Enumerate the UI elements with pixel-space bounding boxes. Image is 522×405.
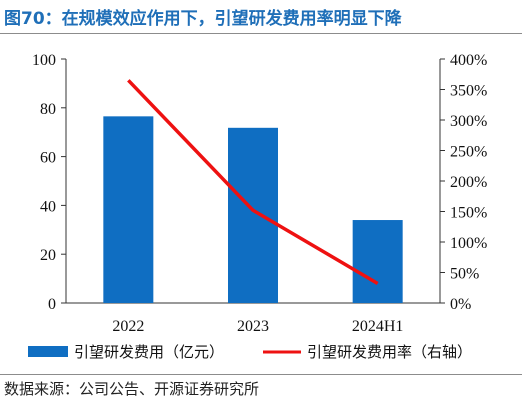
legend-label-bar: 引望研发费用（亿元） — [74, 343, 224, 361]
legend-label-line: 引望研发费用率（右轴） — [307, 343, 472, 361]
y-left-tick-label: 20 — [40, 247, 56, 264]
y-right-tick-label: 150% — [450, 205, 487, 222]
y-left-tick-label: 0 — [48, 296, 56, 313]
figure-title: 图70：在规模效应作用下，引望研发费用率明显下降 — [4, 9, 402, 29]
y-right-tick-label: 250% — [450, 144, 487, 161]
bar — [228, 127, 278, 303]
y-left-tick-label: 100 — [32, 52, 56, 69]
y-left-tick-label: 60 — [40, 150, 56, 167]
rate-line — [127, 79, 379, 285]
y-right-tick-label: 400% — [450, 52, 487, 69]
line-series — [127, 79, 379, 285]
bar-series — [103, 116, 403, 303]
y-left-tick-label: 80 — [40, 101, 56, 118]
y-right-tick-label: 100% — [450, 235, 487, 252]
y-right-tick-label: 300% — [450, 113, 487, 130]
bar — [352, 220, 403, 303]
y-left-tick-label: 40 — [40, 198, 56, 215]
legend-swatch-bar — [28, 346, 68, 357]
y-right-tick-label: 350% — [450, 83, 487, 100]
x-tick-label: 2024H1 — [352, 318, 404, 335]
legend: 引望研发费用（亿元） 引望研发费用率（右轴） — [28, 343, 472, 361]
tick-labels: 0 20 40 60 80 100 0% 50% 100% 150% 200% 250% 300% 350… — [32, 52, 487, 335]
footer-divider — [0, 374, 522, 375]
bar — [103, 116, 154, 303]
y-right-tick-label: 50% — [450, 266, 479, 283]
x-tick-label: 2023 — [237, 318, 269, 335]
y-right-tick-label: 200% — [450, 174, 487, 191]
x-tick-label: 2022 — [112, 318, 144, 335]
source-note: 数据来源：公司公告、开源证券研究所 — [4, 380, 260, 398]
y-right-tick-label: 0% — [450, 296, 471, 313]
title-divider — [0, 33, 522, 34]
